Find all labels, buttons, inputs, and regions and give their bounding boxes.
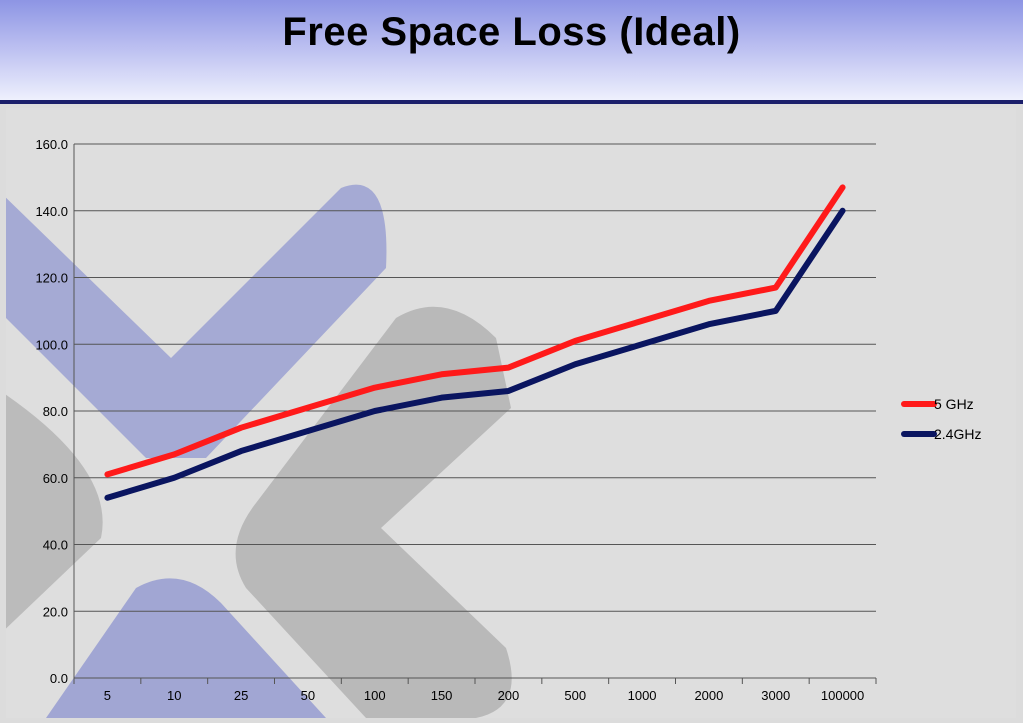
- x-tick-label: 10: [167, 688, 181, 703]
- series-line-0: [104, 184, 846, 478]
- watermark-logo: [6, 184, 512, 718]
- x-tick-label: 3000: [761, 688, 790, 703]
- line-chart: 0.020.040.060.080.0100.0120.0140.0160.0 …: [6, 137, 981, 718]
- y-tick-label: 120.0: [35, 271, 68, 286]
- y-tick-label: 60.0: [43, 471, 68, 486]
- watermark-arm-gray-left: [6, 394, 103, 629]
- legend-label: 5 GHz: [934, 396, 974, 412]
- y-tick-label: 40.0: [43, 538, 68, 553]
- x-tick-label: 1000: [628, 688, 657, 703]
- x-tick-label: 2000: [694, 688, 723, 703]
- y-axis: 0.0 20.0 40.0 60.0 80.0 100.0 120.0 140.0 160.0: [35, 137, 68, 686]
- x-tick-label: 100: [364, 688, 386, 703]
- x-tick-label: 25: [234, 688, 248, 703]
- y-tick-label: 80.0: [43, 404, 68, 419]
- x-tick-label: 200: [498, 688, 520, 703]
- watermark-arm-blue-bottom: [46, 578, 326, 718]
- legend: 5 GHz 2.4GHz: [901, 396, 981, 442]
- x-tick-label: 100000: [821, 688, 864, 703]
- chart-panel: 0.0 20.0 40.0 60.0 80.0 100.0 120.0 140.0 160.0 …: [6, 108, 1016, 718]
- y-tick-label: 20.0: [43, 604, 68, 619]
- y-tick-label: 100.0: [35, 337, 68, 352]
- y-tick-label: 140.0: [35, 204, 68, 219]
- y-tick-label: 160.0: [35, 137, 68, 152]
- x-tick-label: 5: [104, 688, 111, 703]
- title-banner: Free Space Loss (Ideal): [0, 0, 1023, 104]
- watermark-arm-gray-center: [235, 306, 512, 718]
- series-lines: [104, 184, 846, 501]
- x-tick-label: 500: [564, 688, 586, 703]
- legend-label: 2.4GHz: [934, 426, 981, 442]
- y-tick-label: 0.0: [50, 671, 68, 686]
- chart-title: Free Space Loss (Ideal): [282, 10, 741, 54]
- chart-grid: [73, 143, 876, 679]
- x-tick-label: 150: [431, 688, 453, 703]
- x-tick-label: 50: [301, 688, 315, 703]
- watermark-arm-blue-top: [6, 184, 387, 458]
- series-line-1: [104, 207, 846, 501]
- x-axis: 5 10 25 50 100 150 200 500 1000 2000 3000 100000: [73, 678, 877, 703]
